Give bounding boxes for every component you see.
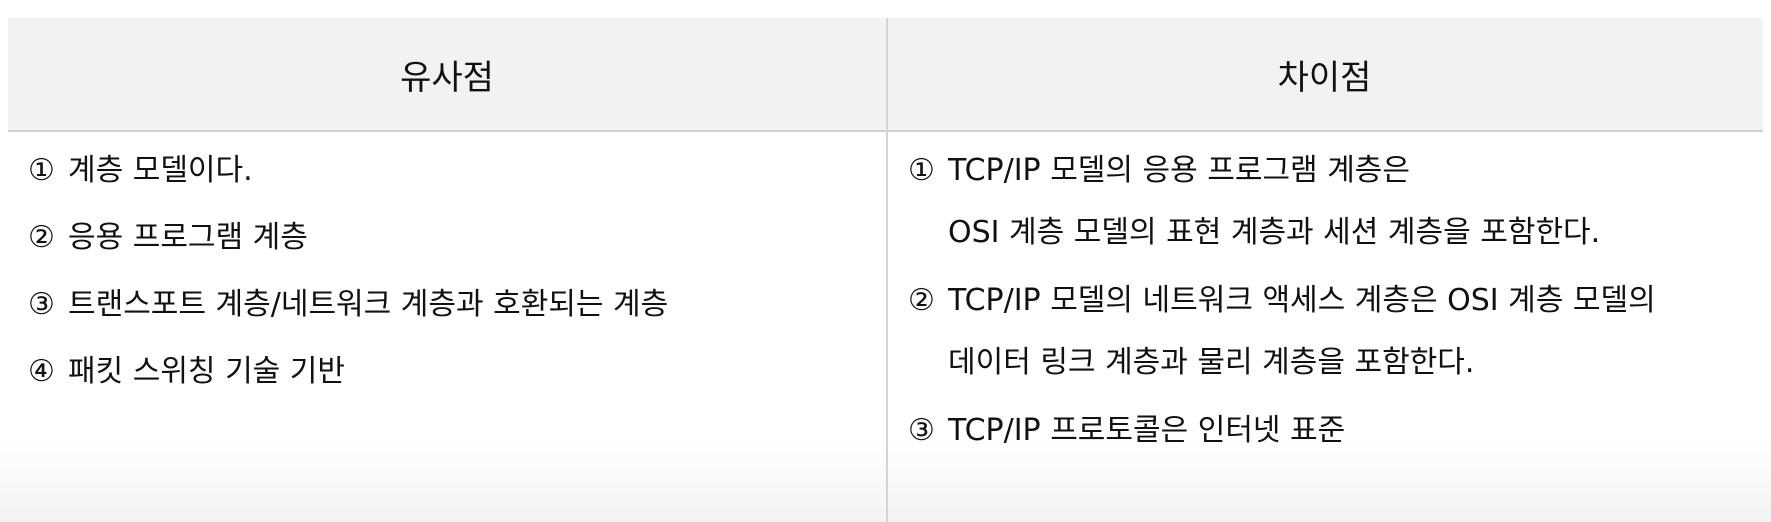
item-number: ① <box>908 153 935 188</box>
similarity-item: ③ 트랜스포트 계층/네트워크 계층과 호환되는 계층 <box>28 287 868 354</box>
difference-item: ② TCP/IP 모델의 네트워크 액세스 계층은 OSI 계층 모델의 데이터… <box>908 283 1748 413</box>
item-text: 패킷 스위칭 기술 기반 <box>68 354 346 389</box>
item-line: OSI 계층 모델의 표현 계층과 세션 계층을 포함한다. <box>948 215 1601 250</box>
item-line: TCP/IP 프로토콜은 인터넷 표준 <box>948 413 1346 448</box>
item-text: TCP/IP 모델의 응용 프로그램 계층은 OSI 계층 모델의 표현 계층과… <box>948 153 1748 251</box>
item-number: ② <box>908 283 935 318</box>
header-similarities: 유사점 <box>400 57 494 98</box>
item-number: ① <box>28 153 55 188</box>
item-text: TCP/IP 모델의 네트워크 액세스 계층은 OSI 계층 모델의 데이터 링… <box>948 283 1748 381</box>
column-divider <box>886 18 888 522</box>
similarities-column: ① 계층 모델이다. ② 응용 프로그램 계층 ③ 트랜스포트 계층/네트워크 … <box>28 153 868 421</box>
difference-item: ③ TCP/IP 프로토콜은 인터넷 표준 <box>908 413 1748 480</box>
item-line: TCP/IP 모델의 응용 프로그램 계층은 <box>948 153 1410 188</box>
difference-item: ① TCP/IP 모델의 응용 프로그램 계층은 OSI 계층 모델의 표현 계… <box>908 153 1748 283</box>
item-text: 트랜스포트 계층/네트워크 계층과 호환되는 계층 <box>68 287 669 322</box>
similarity-item: ① 계층 모델이다. <box>28 153 868 220</box>
item-line: 데이터 링크 계층과 물리 계층을 포함한다. <box>948 345 1475 380</box>
item-text: 계층 모델이다. <box>68 153 253 188</box>
table-header-row: 유사점 차이점 <box>8 18 1763 132</box>
item-text: 응용 프로그램 계층 <box>68 220 308 255</box>
item-number: ③ <box>908 413 935 448</box>
item-text: TCP/IP 프로토콜은 인터넷 표준 <box>948 413 1748 475</box>
item-line: TCP/IP 모델의 네트워크 액세스 계층은 OSI 계층 모델의 <box>948 283 1656 318</box>
comparison-table: 유사점 차이점 ① 계층 모델이다. ② 응용 프로그램 계층 ③ 트랜스포트 … <box>8 18 1763 522</box>
item-number: ④ <box>28 354 55 389</box>
item-number: ③ <box>28 287 55 322</box>
similarity-item: ④ 패킷 스위칭 기술 기반 <box>28 354 868 421</box>
header-differences: 차이점 <box>1277 57 1372 98</box>
item-number: ② <box>28 220 55 255</box>
similarity-item: ② 응용 프로그램 계층 <box>28 220 868 287</box>
differences-column: ① TCP/IP 모델의 응용 프로그램 계층은 OSI 계층 모델의 표현 계… <box>908 153 1748 480</box>
